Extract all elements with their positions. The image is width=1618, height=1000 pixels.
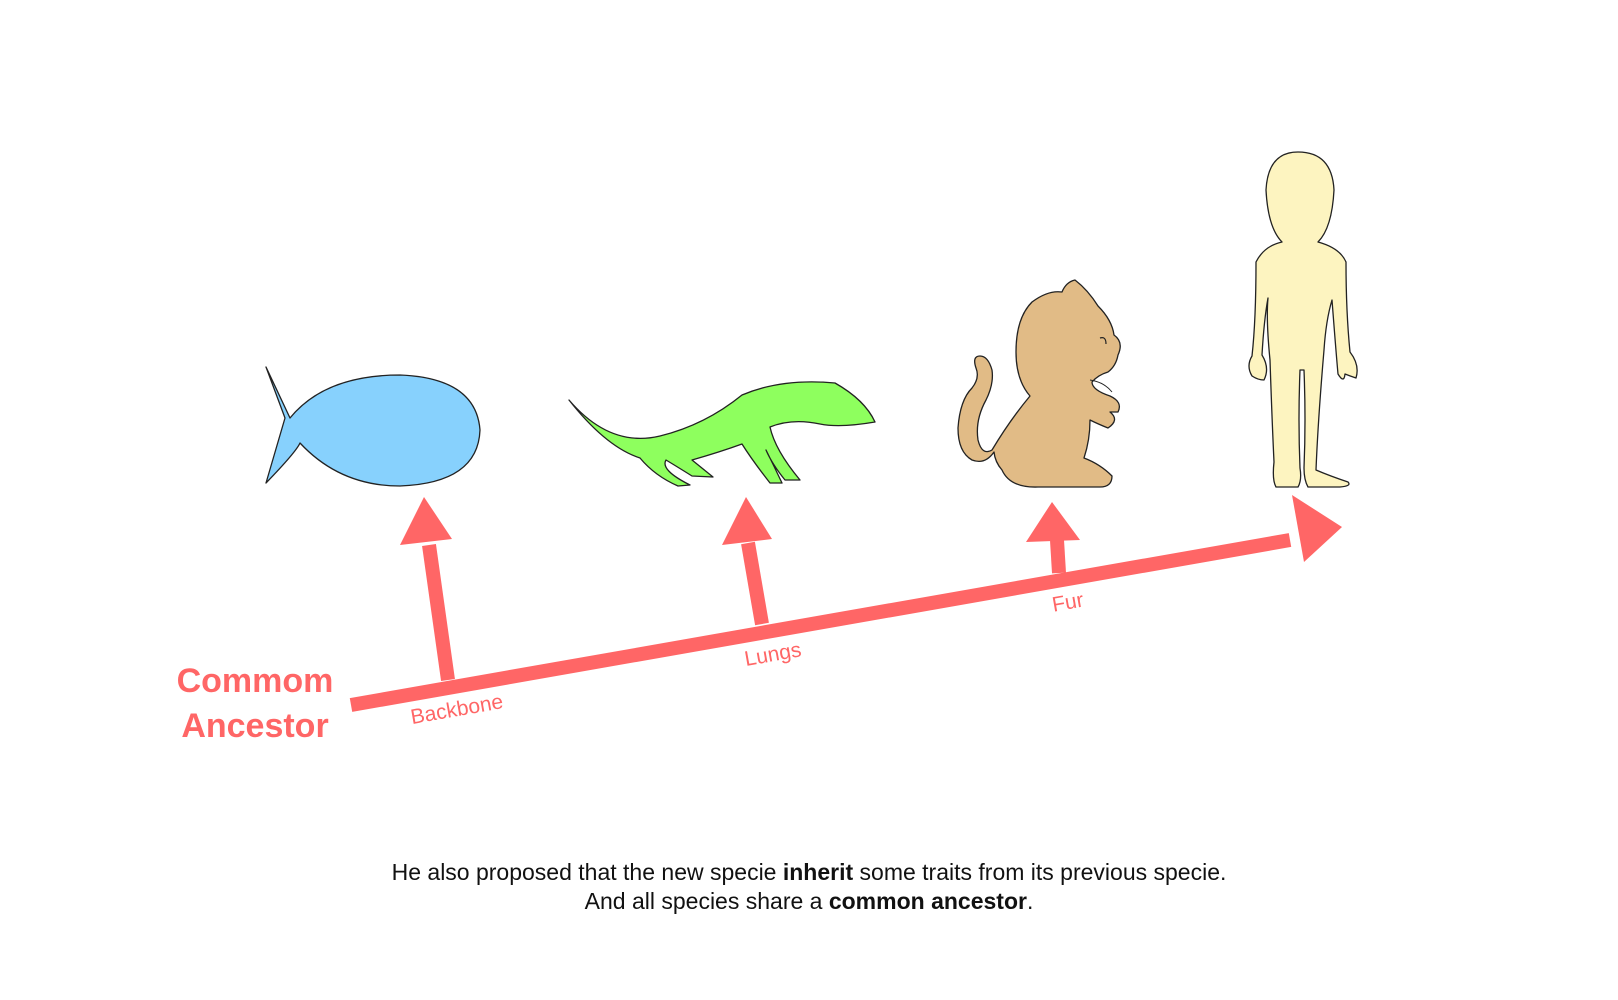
timeline-arrow bbox=[349, 495, 1342, 712]
ancestor-label-line2: Ancestor bbox=[181, 707, 328, 745]
lizard-icon bbox=[568, 381, 876, 487]
trait-label-lungs: Lungs bbox=[743, 638, 803, 671]
monkey-icon bbox=[957, 279, 1121, 488]
caption-bold-inherit: inherit bbox=[782, 859, 854, 885]
caption-line-2: And all species share a common ancestor. bbox=[584, 888, 1034, 914]
ancestor-label-line1: Commom bbox=[177, 662, 334, 700]
branch-arrow-backbone bbox=[400, 497, 455, 681]
caption-line-1: He also proposed that the new specie inh… bbox=[391, 859, 1227, 885]
branch-arrow-fur bbox=[1026, 502, 1080, 574]
trait-label-fur: Fur bbox=[1050, 589, 1085, 617]
human-icon bbox=[1248, 151, 1358, 488]
caption: He also proposed that the new specie inh… bbox=[0, 858, 1618, 916]
fish-icon bbox=[265, 366, 481, 487]
caption-bold-common-ancestor: common ancestor bbox=[828, 888, 1027, 914]
branch-arrow-lungs bbox=[722, 497, 772, 626]
